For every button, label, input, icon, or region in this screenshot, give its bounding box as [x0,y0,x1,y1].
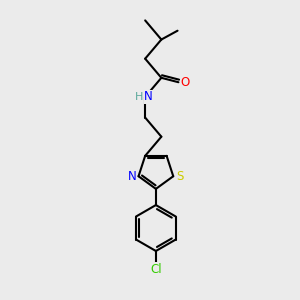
Text: O: O [180,76,190,89]
Text: N: N [128,170,136,183]
Text: H: H [134,92,143,102]
Text: N: N [144,91,153,103]
Text: S: S [176,170,183,183]
Text: Cl: Cl [150,263,162,276]
